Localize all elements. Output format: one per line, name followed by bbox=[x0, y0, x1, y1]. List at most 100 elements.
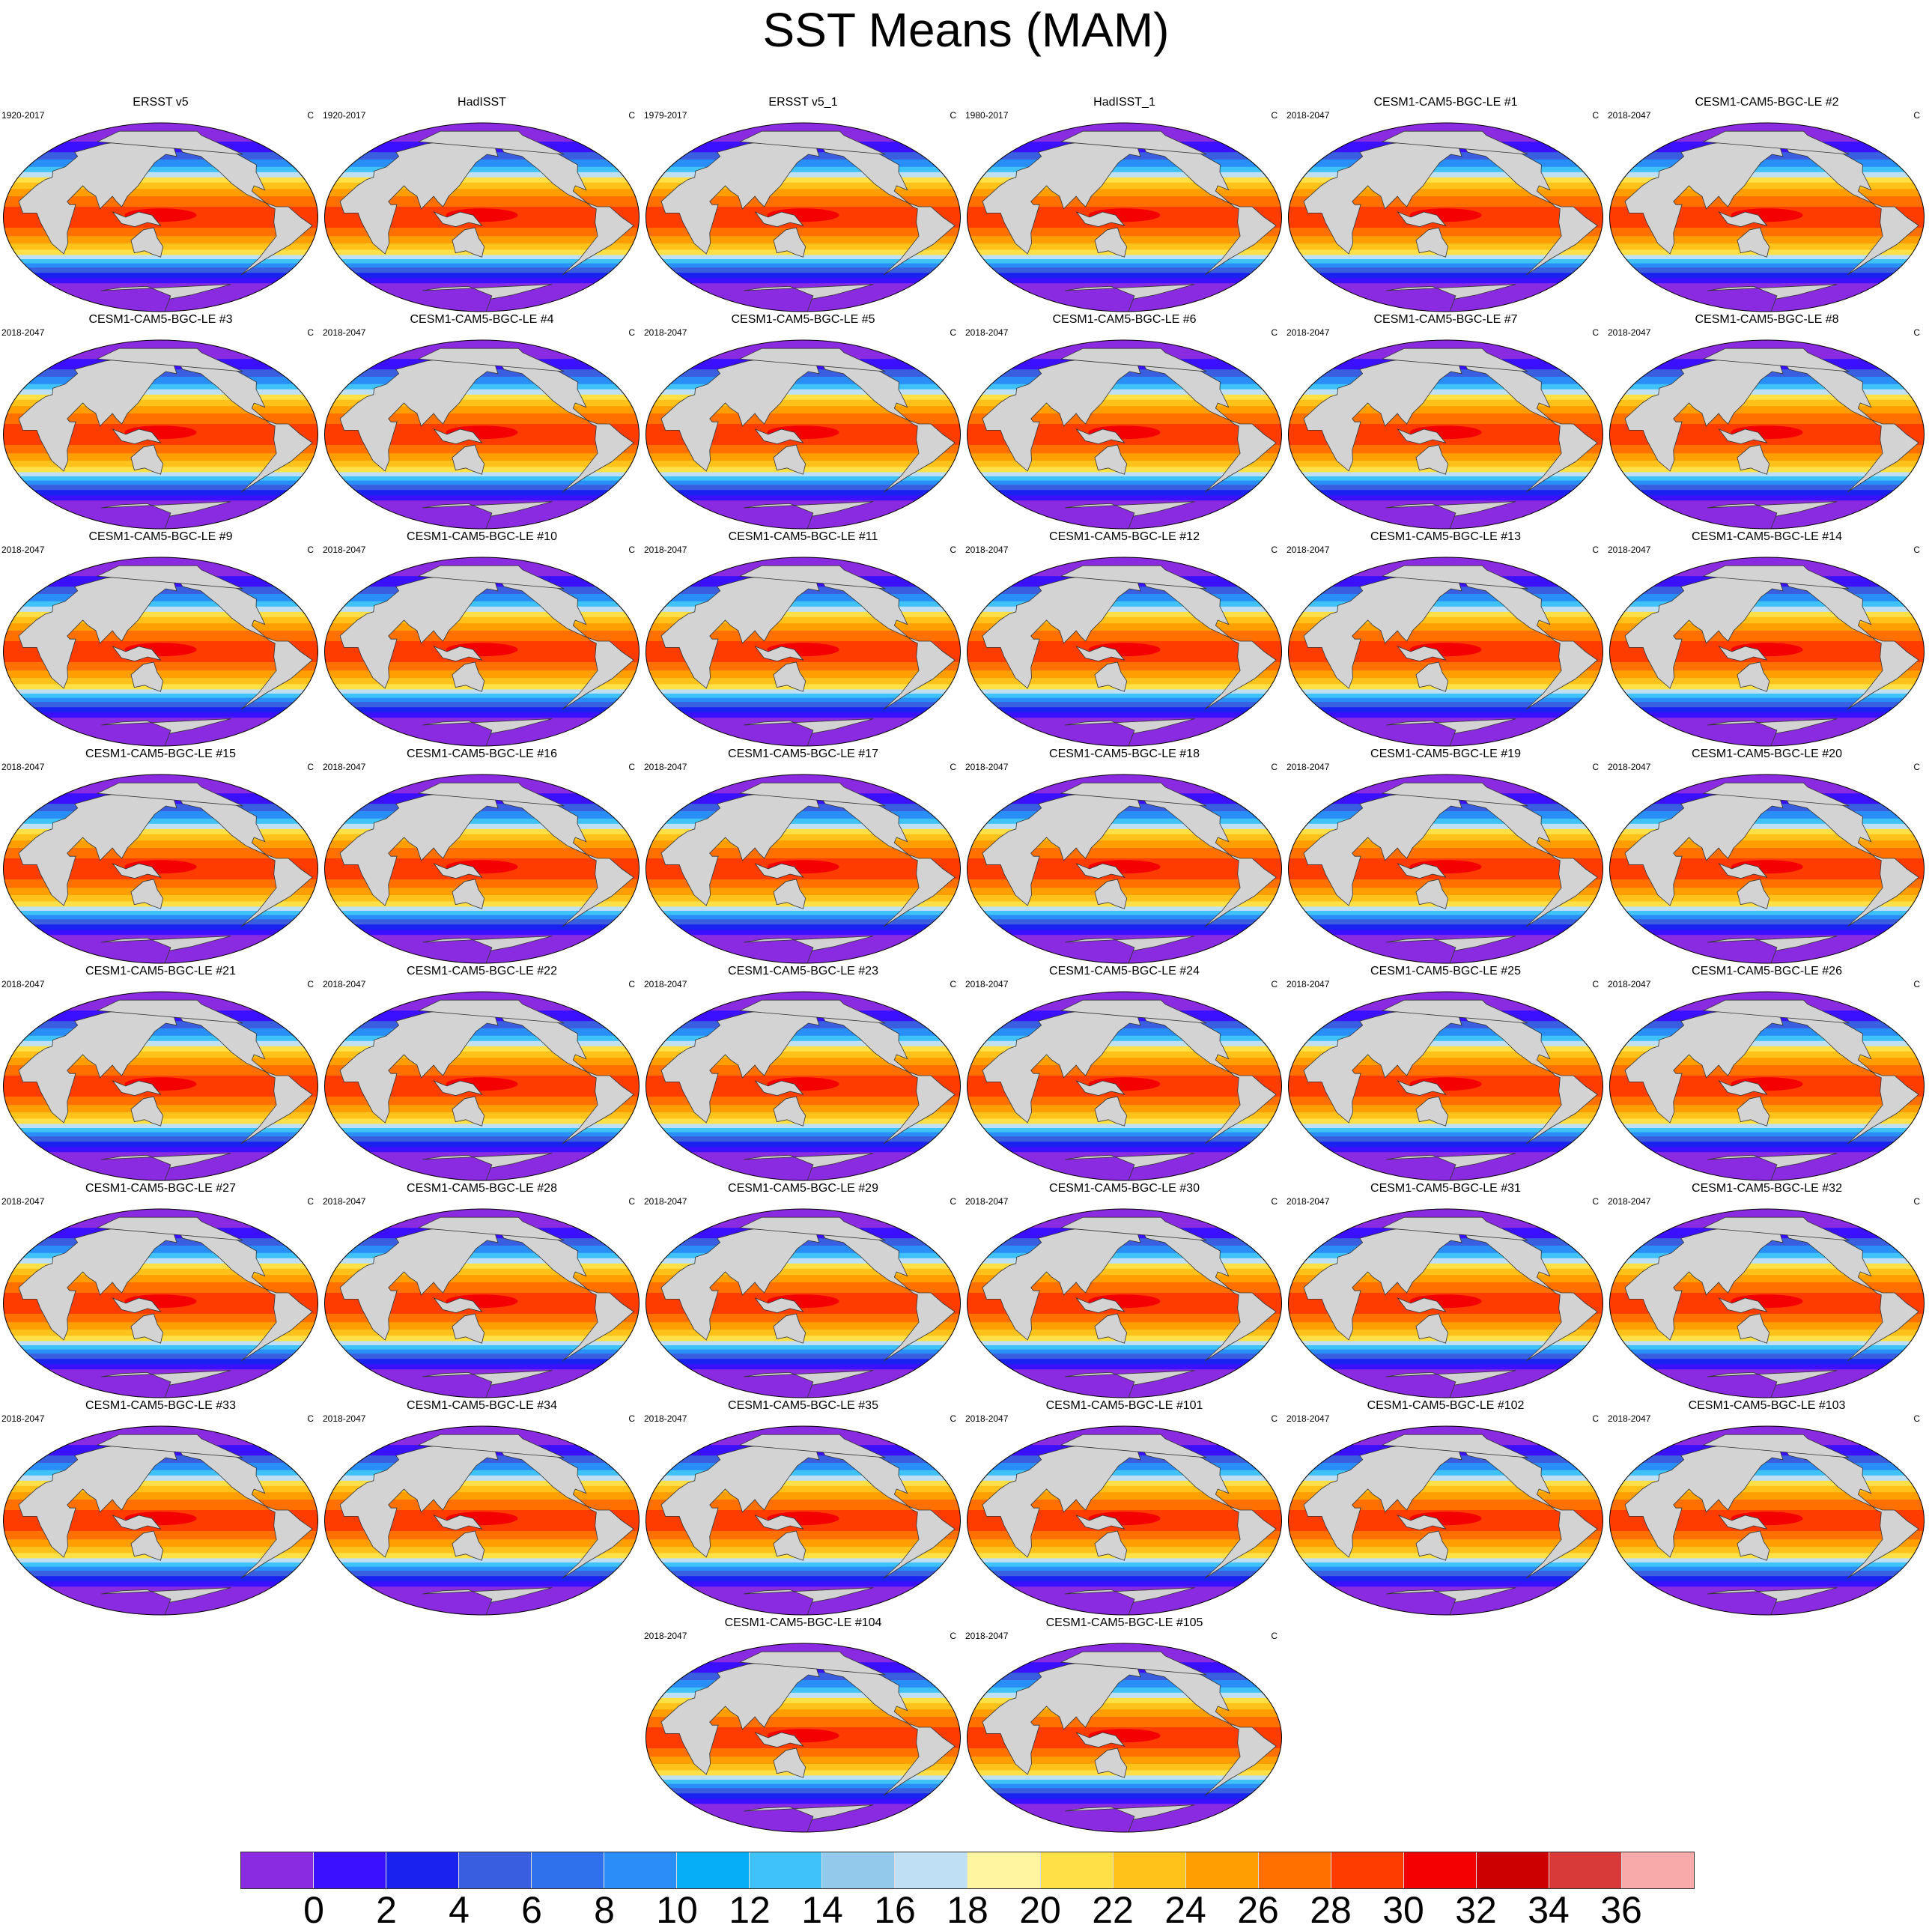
panel-period: 2018-2047 bbox=[644, 762, 687, 772]
panel-period: 2018-2047 bbox=[965, 762, 1009, 772]
panel-period: 2018-2047 bbox=[1608, 545, 1651, 555]
sst-band bbox=[3, 485, 318, 491]
land-mask bbox=[1060, 1434, 1207, 1458]
sst-band bbox=[645, 273, 961, 279]
sst-band bbox=[1609, 1046, 1925, 1052]
sst-band bbox=[967, 1470, 1282, 1476]
colorbar-tick-label: 22 bbox=[1092, 1889, 1134, 1931]
sst-band bbox=[324, 1531, 640, 1540]
sst-band bbox=[1609, 594, 1925, 602]
map-panel: CESM1-CAM5-BGC-LE #16 2018-2047 C bbox=[321, 748, 643, 965]
sst-band bbox=[645, 1562, 961, 1568]
sst-band bbox=[1609, 1147, 1925, 1153]
colorbar-swatch bbox=[386, 1852, 460, 1888]
sst-band bbox=[967, 1500, 1282, 1511]
sst-band bbox=[645, 377, 961, 385]
sst-band bbox=[967, 1697, 1282, 1704]
panel-period: 2018-2047 bbox=[1608, 110, 1651, 121]
sst-field bbox=[3, 774, 318, 963]
sst-band bbox=[967, 182, 1282, 190]
sst-band bbox=[1609, 1258, 1925, 1264]
sst-band bbox=[1288, 263, 1603, 268]
sst-band bbox=[1609, 1275, 1925, 1283]
map-outline bbox=[967, 557, 1282, 747]
sst-band bbox=[324, 1475, 640, 1482]
panel-period: 2018-2047 bbox=[644, 545, 687, 555]
land-mask bbox=[773, 444, 806, 475]
sst-band bbox=[645, 1687, 961, 1694]
land-mask bbox=[1385, 501, 1516, 529]
sst-band bbox=[324, 1571, 640, 1577]
colorbar-swatch bbox=[1258, 1852, 1331, 1888]
sst-band bbox=[1288, 694, 1603, 699]
land-mask bbox=[738, 782, 886, 807]
sst-band bbox=[3, 1581, 318, 1587]
sst-band bbox=[3, 631, 318, 642]
land-mask bbox=[1381, 782, 1528, 807]
land-mask bbox=[1094, 1530, 1128, 1561]
sst-band bbox=[967, 406, 1282, 414]
land-mask bbox=[1385, 1587, 1516, 1615]
sst-band bbox=[1288, 160, 1603, 168]
sst-band bbox=[967, 834, 1282, 841]
sst-band bbox=[324, 594, 640, 602]
sst-band bbox=[324, 1246, 640, 1254]
sst-band bbox=[645, 1258, 961, 1264]
map-panel: HadISST_1 1980-2017 C bbox=[964, 96, 1285, 313]
panel-units: C bbox=[307, 327, 314, 338]
sst-band bbox=[3, 840, 318, 849]
sst-band bbox=[1288, 166, 1603, 173]
land-mask bbox=[1064, 284, 1195, 312]
colorbar-tick-label: 8 bbox=[594, 1889, 615, 1931]
panel-title: CESM1-CAM5-BGC-LE #24 bbox=[1049, 965, 1200, 977]
sst-band bbox=[324, 707, 640, 713]
sst-band bbox=[1609, 453, 1925, 461]
sst-band bbox=[1288, 1359, 1603, 1365]
land-mask bbox=[819, 358, 956, 493]
land-mask bbox=[1060, 1651, 1207, 1676]
land-mask bbox=[1140, 358, 1277, 493]
land-mask bbox=[452, 227, 485, 258]
land-mask bbox=[1064, 1153, 1195, 1180]
sst-band bbox=[967, 697, 1282, 703]
sst-band bbox=[3, 879, 318, 888]
map-outline bbox=[324, 991, 640, 1181]
land-mask bbox=[177, 575, 313, 710]
sst-band bbox=[645, 1359, 961, 1365]
sst-band bbox=[645, 406, 961, 414]
sst-band bbox=[1288, 377, 1603, 385]
sst-band bbox=[967, 924, 1282, 930]
world-map bbox=[324, 557, 640, 747]
sst-band bbox=[324, 189, 640, 197]
sst-band bbox=[967, 278, 1282, 284]
sst-band bbox=[645, 670, 961, 679]
sst-band bbox=[3, 601, 318, 607]
land-mask bbox=[1060, 348, 1207, 372]
panel-units: C bbox=[950, 979, 956, 989]
land-mask bbox=[452, 879, 485, 909]
sst-band bbox=[967, 611, 1282, 618]
sst-band bbox=[645, 823, 961, 830]
colorbar-swatch bbox=[314, 1852, 387, 1888]
sst-band bbox=[645, 930, 961, 936]
world-map bbox=[3, 1208, 318, 1398]
land-mask bbox=[1783, 358, 1919, 493]
sst-band bbox=[967, 445, 1282, 454]
land-mask bbox=[498, 1010, 634, 1145]
panel-title: CESM1-CAM5-BGC-LE #33 bbox=[85, 1399, 236, 1412]
sst-band bbox=[1288, 1105, 1603, 1113]
land-mask bbox=[417, 565, 565, 589]
land-mask bbox=[1737, 1313, 1770, 1344]
sst-band bbox=[967, 413, 1282, 425]
map-panel: CESM1-CAM5-BGC-LE #104 2018-2047 C bbox=[643, 1616, 964, 1834]
sst-band bbox=[967, 1035, 1282, 1042]
sst-band bbox=[967, 1322, 1282, 1330]
land-mask bbox=[1707, 501, 1838, 529]
land-mask bbox=[1707, 936, 1838, 963]
sst-band bbox=[1609, 840, 1925, 849]
land-mask bbox=[743, 1370, 874, 1398]
land-mask bbox=[1397, 428, 1447, 445]
panel-units: C bbox=[307, 979, 314, 989]
land-mask bbox=[1381, 565, 1528, 589]
sst-band bbox=[1288, 267, 1603, 273]
